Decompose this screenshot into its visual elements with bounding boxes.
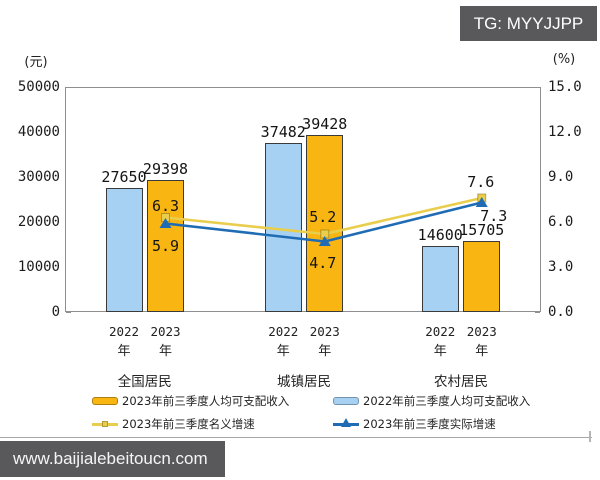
x-axis-year-suffix: 年 — [117, 344, 131, 359]
y-axis-tick-label-left: 0 — [51, 304, 60, 320]
growth-value-label: 5.9 — [151, 236, 180, 255]
y-axis-tick-label-left: 30000 — [17, 169, 60, 185]
x-axis-year-label: 2023 — [309, 324, 340, 339]
divider-end-tick — [589, 431, 591, 442]
x-axis-year-suffix: 年 — [433, 344, 447, 359]
x-axis-year-label: 2023 — [150, 324, 181, 339]
y-axis-tick-label-right: 15.0 — [548, 79, 582, 95]
y-axis-tick-label-left: 20000 — [17, 214, 60, 230]
x-axis-year-suffix: 年 — [318, 344, 332, 359]
x-axis-year-suffix: 年 — [475, 344, 489, 359]
legend-label: 2022年前三季度人均可支配收入 — [363, 394, 531, 408]
growth-value-label: 6.3 — [151, 196, 180, 215]
legend-marker-square — [102, 421, 108, 427]
bar-value-label: 39428 — [302, 114, 348, 133]
legend-swatch-income-2022 — [333, 397, 359, 405]
site-watermark-bar: www.baijialebeitoucn.com — [0, 441, 225, 477]
x-axis-year-label: 2023 — [466, 324, 497, 339]
y-axis-tick-label-right: 9.0 — [548, 169, 574, 185]
category-label: 农村居民 — [434, 374, 488, 390]
legend-label: 2023年前三季度人均可支配收入 — [122, 394, 290, 408]
y-axis-tick-label-right: 12.0 — [548, 124, 582, 140]
y-axis-tick-mark-right — [535, 312, 540, 313]
y-axis-tick-label-left: 50000 — [17, 79, 60, 95]
x-axis-year-label: 2022 — [425, 324, 456, 339]
bar-income-2022 — [421, 246, 459, 312]
y-axis-tick-label-left: 40000 — [17, 124, 60, 140]
y-axis-tick-label-left: 10000 — [17, 259, 60, 275]
x-axis-year-label: 2022 — [108, 324, 140, 339]
bar-income-2023 — [463, 241, 501, 312]
legend-marker-triangle — [341, 418, 351, 427]
y-axis-tick-mark-left — [66, 312, 71, 313]
growth-value-label: 5.2 — [309, 208, 337, 226]
y-axis-tick-label-right: 0.0 — [548, 304, 574, 320]
growth-value-label: 4.7 — [309, 253, 337, 272]
bar-income-2022 — [105, 187, 143, 312]
site-watermark-text: www.baijialebeitoucn.com — [13, 449, 208, 468]
bar-value-label: 29398 — [142, 159, 189, 178]
legend-swatch-income-2023 — [92, 397, 118, 405]
left-axis-unit-label: (元) — [24, 55, 48, 70]
x-axis-year-suffix: 年 — [276, 344, 290, 359]
legend-label: 2023年前三季度名义增速 — [122, 417, 255, 431]
growth-value-label: 7.6 — [467, 173, 495, 191]
growth-value-label: 7.3 — [480, 206, 508, 225]
bottom-divider-line — [0, 437, 592, 438]
y-axis-tick-label-right: 6.0 — [548, 214, 574, 230]
x-axis-year-label: 2022 — [268, 324, 299, 339]
x-axis-year-suffix: 年 — [158, 344, 172, 359]
y-axis-tick-label-right: 3.0 — [548, 259, 574, 275]
bar-value-label: 27650 — [101, 167, 147, 186]
right-axis-unit-label: (%) — [552, 52, 576, 67]
telegram-watermark-badge: TG: MYYJJPP — [460, 6, 597, 41]
legend-label: 2023年前三季度实际增速 — [363, 417, 496, 431]
category-label: 全国居民 — [117, 374, 172, 390]
bar-value-label: 37482 — [260, 123, 306, 142]
bar-income-2022 — [264, 143, 302, 312]
category-label: 城镇居民 — [277, 374, 331, 390]
